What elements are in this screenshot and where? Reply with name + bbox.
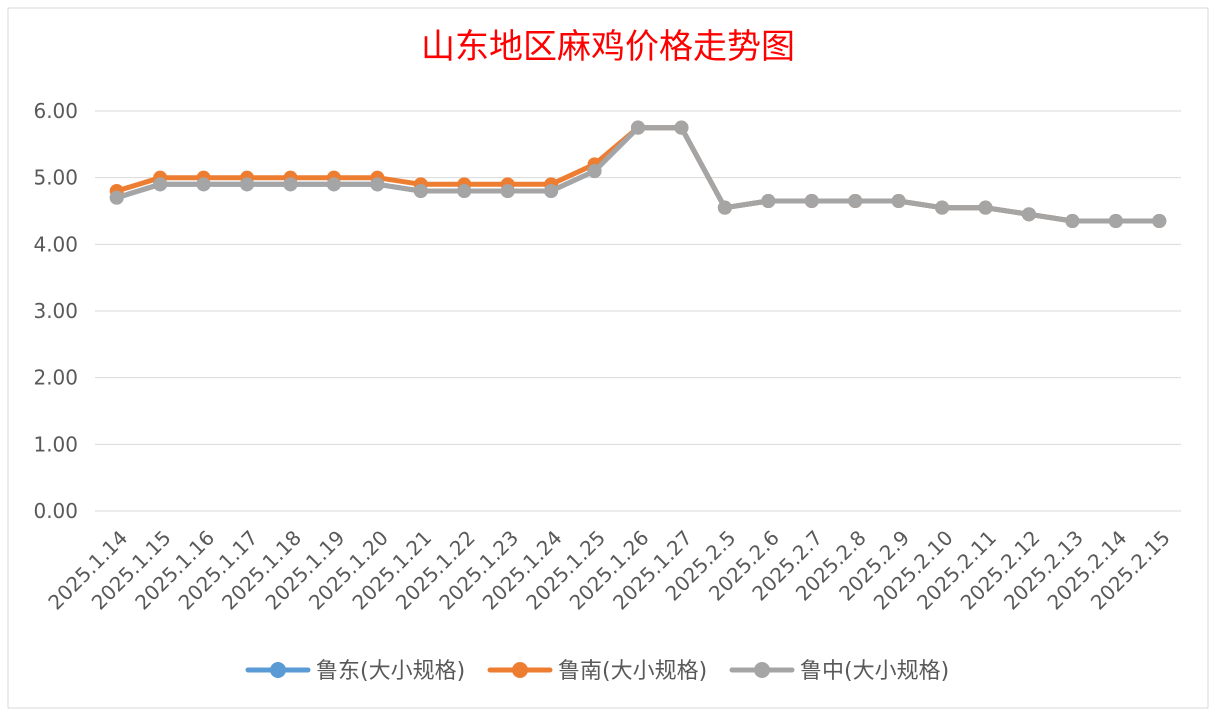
data-point (631, 120, 645, 135)
series-group (109, 120, 1167, 228)
x-axis: 2025.1.142025.1.152025.1.162025.1.172025… (43, 526, 1175, 615)
chart-title: 山东地区麻鸡价格走势图 (421, 27, 795, 67)
data-point (1152, 214, 1167, 228)
y-tick-label: 5.00 (33, 166, 78, 190)
legend-label: 鲁中(大小规格) (800, 659, 949, 684)
data-point (891, 194, 906, 208)
data-point (457, 184, 472, 198)
data-point (761, 194, 776, 208)
data-point (500, 184, 515, 198)
data-point (1108, 214, 1123, 228)
series-3 (109, 120, 1167, 228)
y-tick-label: 6.00 (33, 99, 78, 123)
data-point (196, 177, 211, 192)
data-point (283, 177, 298, 192)
data-point (935, 200, 950, 215)
legend-label: 鲁东(大小规格) (316, 659, 465, 684)
y-axis: 0.00 1.00 2.00 3.00 4.00 5.00 6.00 (33, 99, 78, 523)
y-tick-label: 2.00 (33, 366, 78, 390)
chart-border (7, 7, 1209, 709)
legend-swatch-marker (512, 662, 528, 678)
data-point (717, 200, 732, 215)
data-point (544, 184, 559, 198)
y-tick-label: 4.00 (33, 232, 78, 256)
legend-swatch-marker (754, 662, 770, 678)
data-point (587, 164, 602, 178)
data-point (848, 194, 863, 208)
y-tick-label: 1.00 (33, 432, 78, 456)
data-point (326, 177, 341, 192)
legend-swatch-marker (270, 662, 286, 678)
data-point (1065, 214, 1080, 228)
data-point (978, 200, 993, 215)
data-point (109, 190, 124, 205)
data-point (674, 120, 689, 135)
legend-label: 鲁南(大小规格) (558, 659, 707, 684)
data-point (1021, 207, 1036, 222)
legend: 鲁东(大小规格) 鲁南(大小规格) 鲁中(大小规格) (245, 659, 949, 684)
y-tick-label: 0.00 (33, 499, 78, 523)
data-point (370, 177, 385, 192)
data-point (240, 177, 255, 192)
data-point (153, 177, 168, 192)
y-tick-label: 3.00 (33, 299, 78, 323)
data-point (413, 184, 428, 198)
data-point (804, 194, 819, 208)
